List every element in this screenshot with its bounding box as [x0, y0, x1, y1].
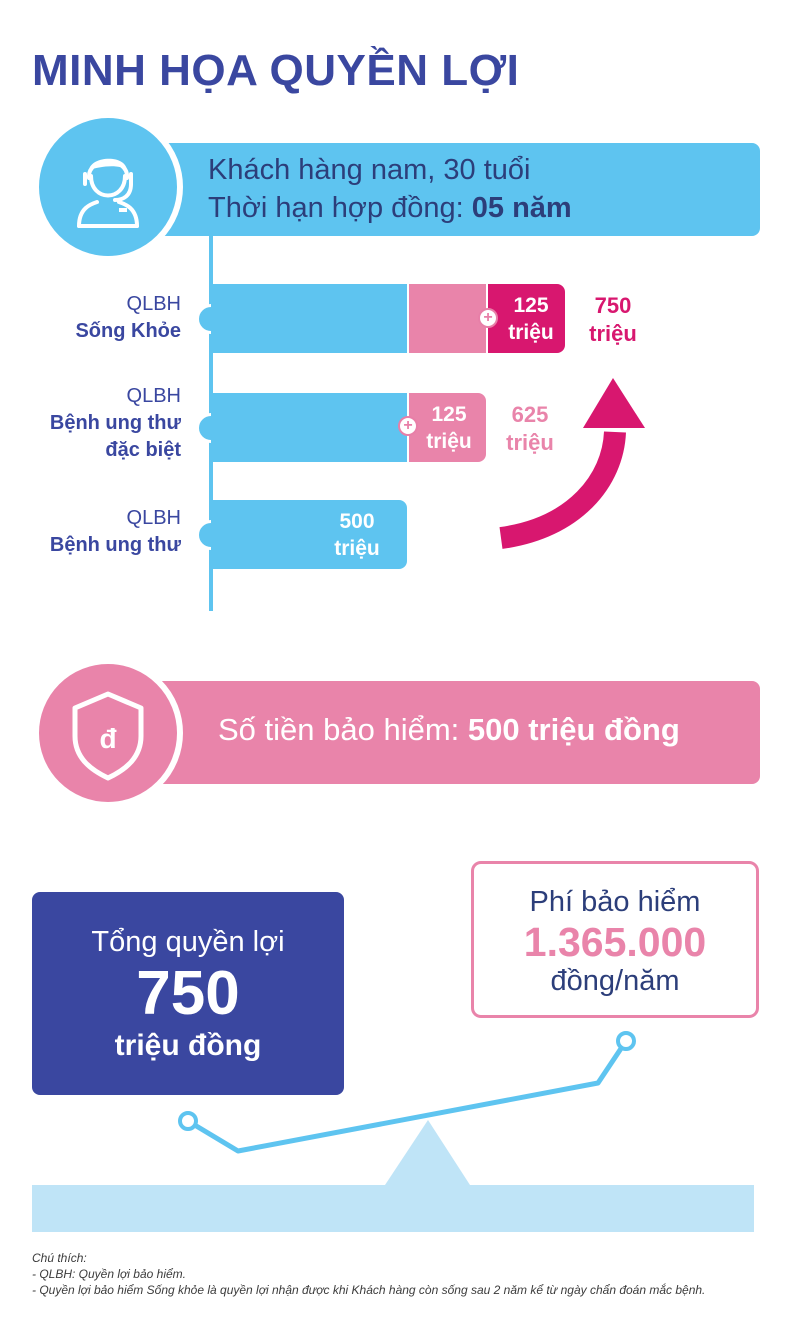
benefit-label-special-cancer: QLBH Bệnh ung thư đặc biệt — [49, 385, 181, 461]
total-benefit-box: Tổng quyền lợi 750 triệu đồng — [32, 892, 344, 1095]
footnote-item: - QLBH: Quyền lợi bảo hiểm. — [32, 1267, 186, 1281]
currency-symbol: đ — [99, 723, 116, 754]
premium-unit: đồng/năm — [550, 965, 680, 997]
customer-banner — [150, 143, 760, 236]
bar-cancer-segment — [211, 500, 407, 569]
benefit-total-special-cancer: 625 triệu — [506, 402, 554, 455]
benefit-label-healthy-living: QLBH Sống Khỏe — [75, 293, 181, 342]
customer-icon-circle — [33, 112, 183, 262]
bar-segment-label: 500 triệu — [334, 510, 380, 560]
total-benefit-label: Tổng quyền lợi — [91, 926, 285, 958]
shield-icon-circle: đ — [33, 658, 183, 808]
curved-arrow-up-icon — [499, 378, 645, 549]
sum-insured: Số tiền bảo hiểm: 500 triệu đồng — [218, 712, 680, 748]
person-headset-icon — [77, 158, 139, 228]
total-benefit-value: 750 — [136, 959, 240, 1028]
bar-increment-segment — [409, 284, 486, 353]
bar-base-segment — [211, 284, 407, 353]
footnote-item: - Quyền lợi bảo hiểm Sống khỏe là quyền … — [32, 1283, 706, 1297]
premium-value: 1.365.000 — [523, 919, 707, 965]
customer-description: Khách hàng nam, 30 tuổi — [208, 154, 531, 186]
footnotes: Chú thích: - QLBH: Quyền lợi bảo hiểm. -… — [32, 1250, 705, 1298]
sum-insured-label: Số tiền bảo hiểm: — [218, 712, 468, 747]
plus-icon: + — [398, 416, 418, 436]
contract-term: Thời hạn hợp đồng: 05 năm — [208, 192, 572, 225]
benefit-label-cancer: QLBH Bệnh ung thư — [49, 507, 181, 556]
bar-healthy-living-segment — [488, 284, 565, 353]
bar-segment-label: 125 triệu — [426, 403, 472, 453]
footnote-heading: Chú thích: — [32, 1251, 87, 1265]
ground-bar — [32, 1185, 754, 1232]
shield-dong-icon: đ — [72, 691, 144, 781]
total-benefit-unit: triệu đồng — [114, 1029, 262, 1062]
bar-special-cancer-segment — [409, 393, 486, 462]
seesaw-illustration — [178, 1031, 636, 1185]
premium-label: Phí bảo hiểm — [529, 886, 701, 918]
plus-icon: + — [478, 308, 498, 328]
premium-box: Phí bảo hiểm 1.365.000 đồng/năm — [471, 861, 759, 1018]
contract-term-value: 05 năm — [471, 192, 572, 224]
benefit-total-healthy-living: 750 triệu — [589, 293, 637, 346]
sum-insured-value: 500 triệu đồng — [467, 712, 680, 747]
bar-base-segment — [211, 393, 407, 462]
sum-insured-banner — [150, 681, 760, 784]
contract-term-label: Thời hạn hợp đồng: — [208, 192, 472, 224]
page-title: MINH HỌA QUYỀN LỢI — [32, 46, 520, 95]
bar-segment-label: 125 triệu — [508, 294, 554, 344]
